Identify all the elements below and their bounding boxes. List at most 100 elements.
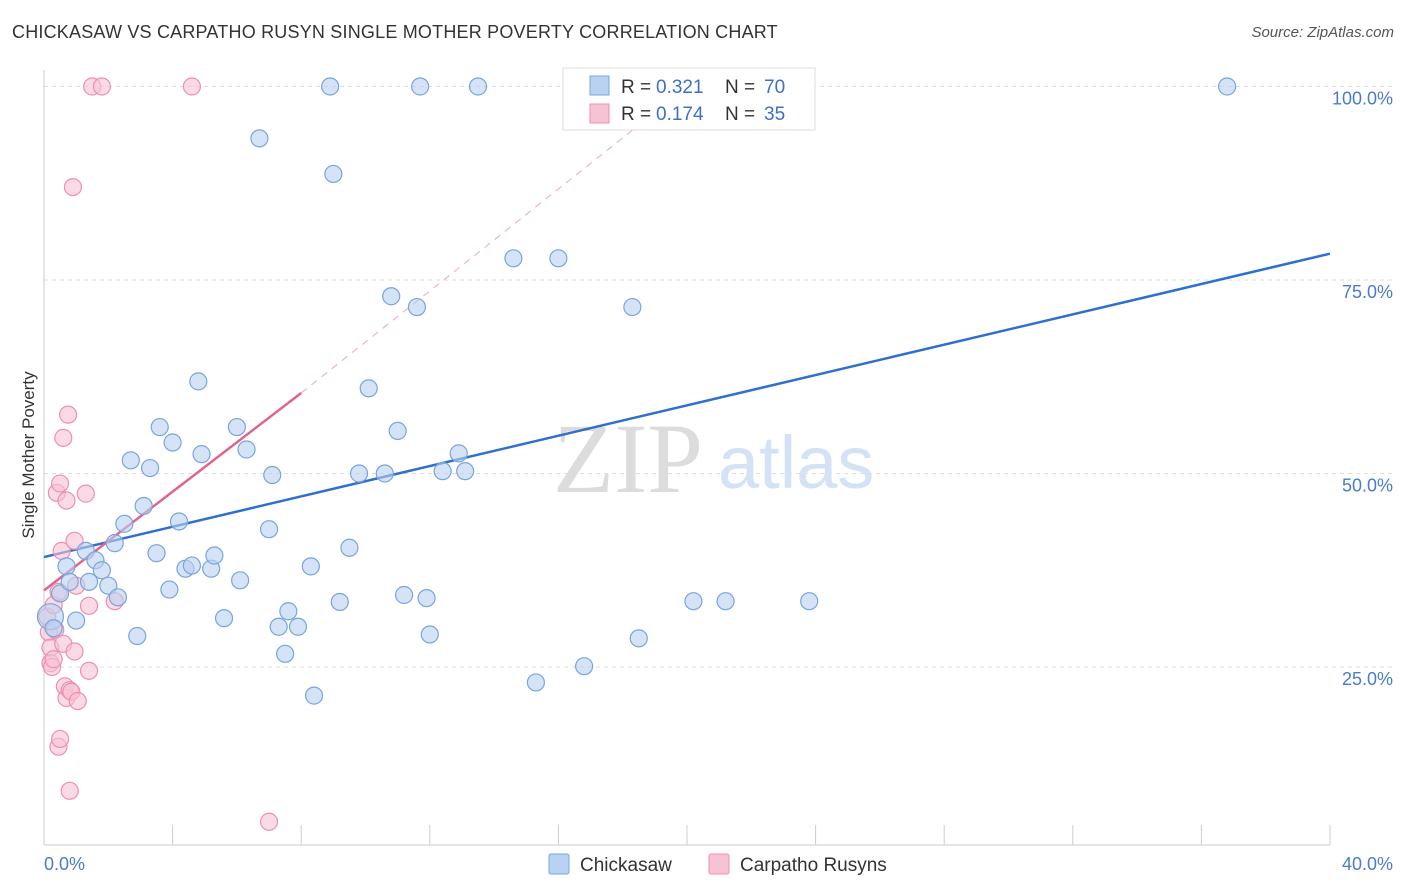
data-point-carpatho-rusyns (44, 650, 63, 669)
data-point-chickasaw (575, 657, 594, 676)
data-point-carpatho-rusyns (50, 474, 70, 493)
legend-r-value-carpatho-rusyns: 0.174 (656, 104, 704, 125)
series-chickasaw-points (36, 77, 1237, 705)
data-point-carpatho-rusyns (182, 77, 201, 96)
data-point-chickasaw (549, 249, 568, 268)
data-point-chickasaw (99, 576, 118, 595)
data-point-chickasaw (259, 520, 279, 539)
data-point-chickasaw (214, 609, 234, 628)
data-point-chickasaw (205, 546, 224, 565)
bottom-legend: Chickasaw Carpatho Rusyns (548, 853, 887, 876)
data-point-chickasaw (67, 611, 86, 630)
y-tick-labels: 25.0% 50.0% 75.0% 100.0% (1332, 88, 1393, 689)
y-tick-label: 75.0% (1342, 282, 1393, 302)
data-point-chickasaw (92, 561, 111, 580)
data-point-chickasaw (324, 164, 343, 184)
y-axis-title: Single Mother Poverty (19, 371, 38, 539)
data-point-chickasaw (1218, 77, 1237, 96)
data-point-chickasaw (227, 417, 246, 437)
chart-source: Source: ZipAtlas.com (1251, 24, 1394, 41)
data-point-chickasaw (716, 592, 735, 611)
data-point-chickasaw (468, 77, 488, 96)
watermark-atlas: atlas (718, 421, 874, 504)
legend-r-value-chickasaw: 0.321 (656, 77, 704, 98)
data-point-carpatho-rusyns (63, 178, 83, 197)
data-point-chickasaw (684, 592, 703, 611)
data-point-chickasaw (623, 297, 642, 317)
data-point-chickasaw (407, 297, 427, 317)
data-point-chickasaw (134, 496, 153, 516)
data-point-chickasaw (60, 572, 79, 591)
legend-swatch-chickasaw (589, 75, 610, 96)
data-point-chickasaw (160, 580, 179, 599)
data-point-chickasaw (121, 451, 140, 470)
y-tick-label: 25.0% (1342, 669, 1393, 689)
data-point-chickasaw (140, 458, 160, 478)
bottom-legend-swatch-carpatho-rusyns (708, 853, 730, 875)
data-point-chickasaw (800, 592, 819, 611)
data-point-chickasaw (263, 465, 282, 485)
chart-title: CHICKASAW VS CARPATHO RUSYN SINGLE MOTHE… (12, 22, 778, 42)
x-tick-label-min: 0.0% (44, 854, 85, 874)
trend-lines (43, 124, 1331, 592)
legend-box: R = 0.321 N = 70 R = 0.174 N = 35 (562, 67, 816, 131)
data-point-carpatho-rusyns (60, 781, 79, 800)
legend-n-value-chickasaw: 70 (764, 77, 785, 98)
data-point-chickasaw (182, 556, 201, 575)
trend-line-carpatho-rusyns-extension (300, 124, 640, 394)
data-point-chickasaw (420, 625, 439, 644)
data-point-chickasaw (276, 644, 295, 663)
data-point-carpatho-rusyns (57, 491, 76, 510)
legend-swatch-carpatho-rusyns (589, 103, 610, 124)
data-point-chickasaw (150, 417, 169, 437)
data-point-chickasaw (340, 538, 359, 557)
bottom-legend-swatch-chickasaw (548, 853, 570, 875)
data-point-chickasaw (279, 602, 298, 621)
data-point-chickasaw (411, 77, 430, 96)
data-point-chickasaw (394, 585, 414, 605)
y-tick-label: 100.0% (1332, 88, 1393, 108)
legend-n-value-carpatho-rusyns: 35 (764, 104, 785, 125)
data-point-chickasaw (449, 444, 468, 463)
data-point-chickasaw (50, 584, 70, 603)
trend-line-chickasaw (43, 252, 1331, 559)
data-point-chickasaw (105, 534, 124, 553)
data-point-chickasaw (269, 617, 288, 636)
legend-n-label-carpatho-rusyns: N = (725, 104, 755, 125)
data-point-carpatho-rusyns (79, 661, 99, 680)
data-point-chickasaw (526, 673, 545, 692)
data-point-carpatho-rusyns (92, 77, 111, 96)
data-point-chickasaw (147, 544, 166, 563)
data-point-chickasaw (237, 440, 256, 459)
data-point-chickasaw (304, 686, 324, 705)
data-point-chickasaw (382, 287, 401, 306)
legend-r-label-carpatho-rusyns: R = (621, 104, 651, 125)
data-point-chickasaw (231, 571, 250, 590)
data-point-chickasaw (504, 249, 523, 268)
legend-r-label-chickasaw: R = (621, 77, 651, 98)
data-point-chickasaw (433, 462, 452, 481)
data-point-chickasaw (115, 514, 134, 533)
legend-n-label-chickasaw: N = (725, 77, 755, 98)
data-point-chickasaw (330, 592, 349, 612)
data-point-chickasaw (189, 372, 208, 391)
data-point-chickasaw (349, 464, 369, 483)
data-point-chickasaw (192, 445, 211, 464)
bottom-legend-label-carpatho-rusyns: Carpatho Rusyns (740, 855, 887, 876)
data-point-carpatho-rusyns (68, 691, 87, 711)
data-point-chickasaw (417, 588, 436, 608)
data-point-carpatho-rusyns (65, 642, 84, 661)
y-tick-label: 50.0% (1342, 475, 1393, 495)
data-point-carpatho-rusyns (76, 484, 95, 503)
bottom-legend-label-chickasaw: Chickasaw (580, 855, 672, 876)
data-point-chickasaw (375, 464, 394, 483)
data-point-carpatho-rusyns (59, 405, 78, 424)
data-point-carpatho-rusyns (259, 812, 279, 831)
data-point-chickasaw (301, 557, 320, 576)
data-point-chickasaw (128, 626, 147, 646)
data-point-chickasaw (321, 77, 340, 96)
x-ticks (172, 825, 1331, 845)
data-point-chickasaw (57, 557, 76, 576)
data-point-chickasaw (629, 629, 648, 648)
